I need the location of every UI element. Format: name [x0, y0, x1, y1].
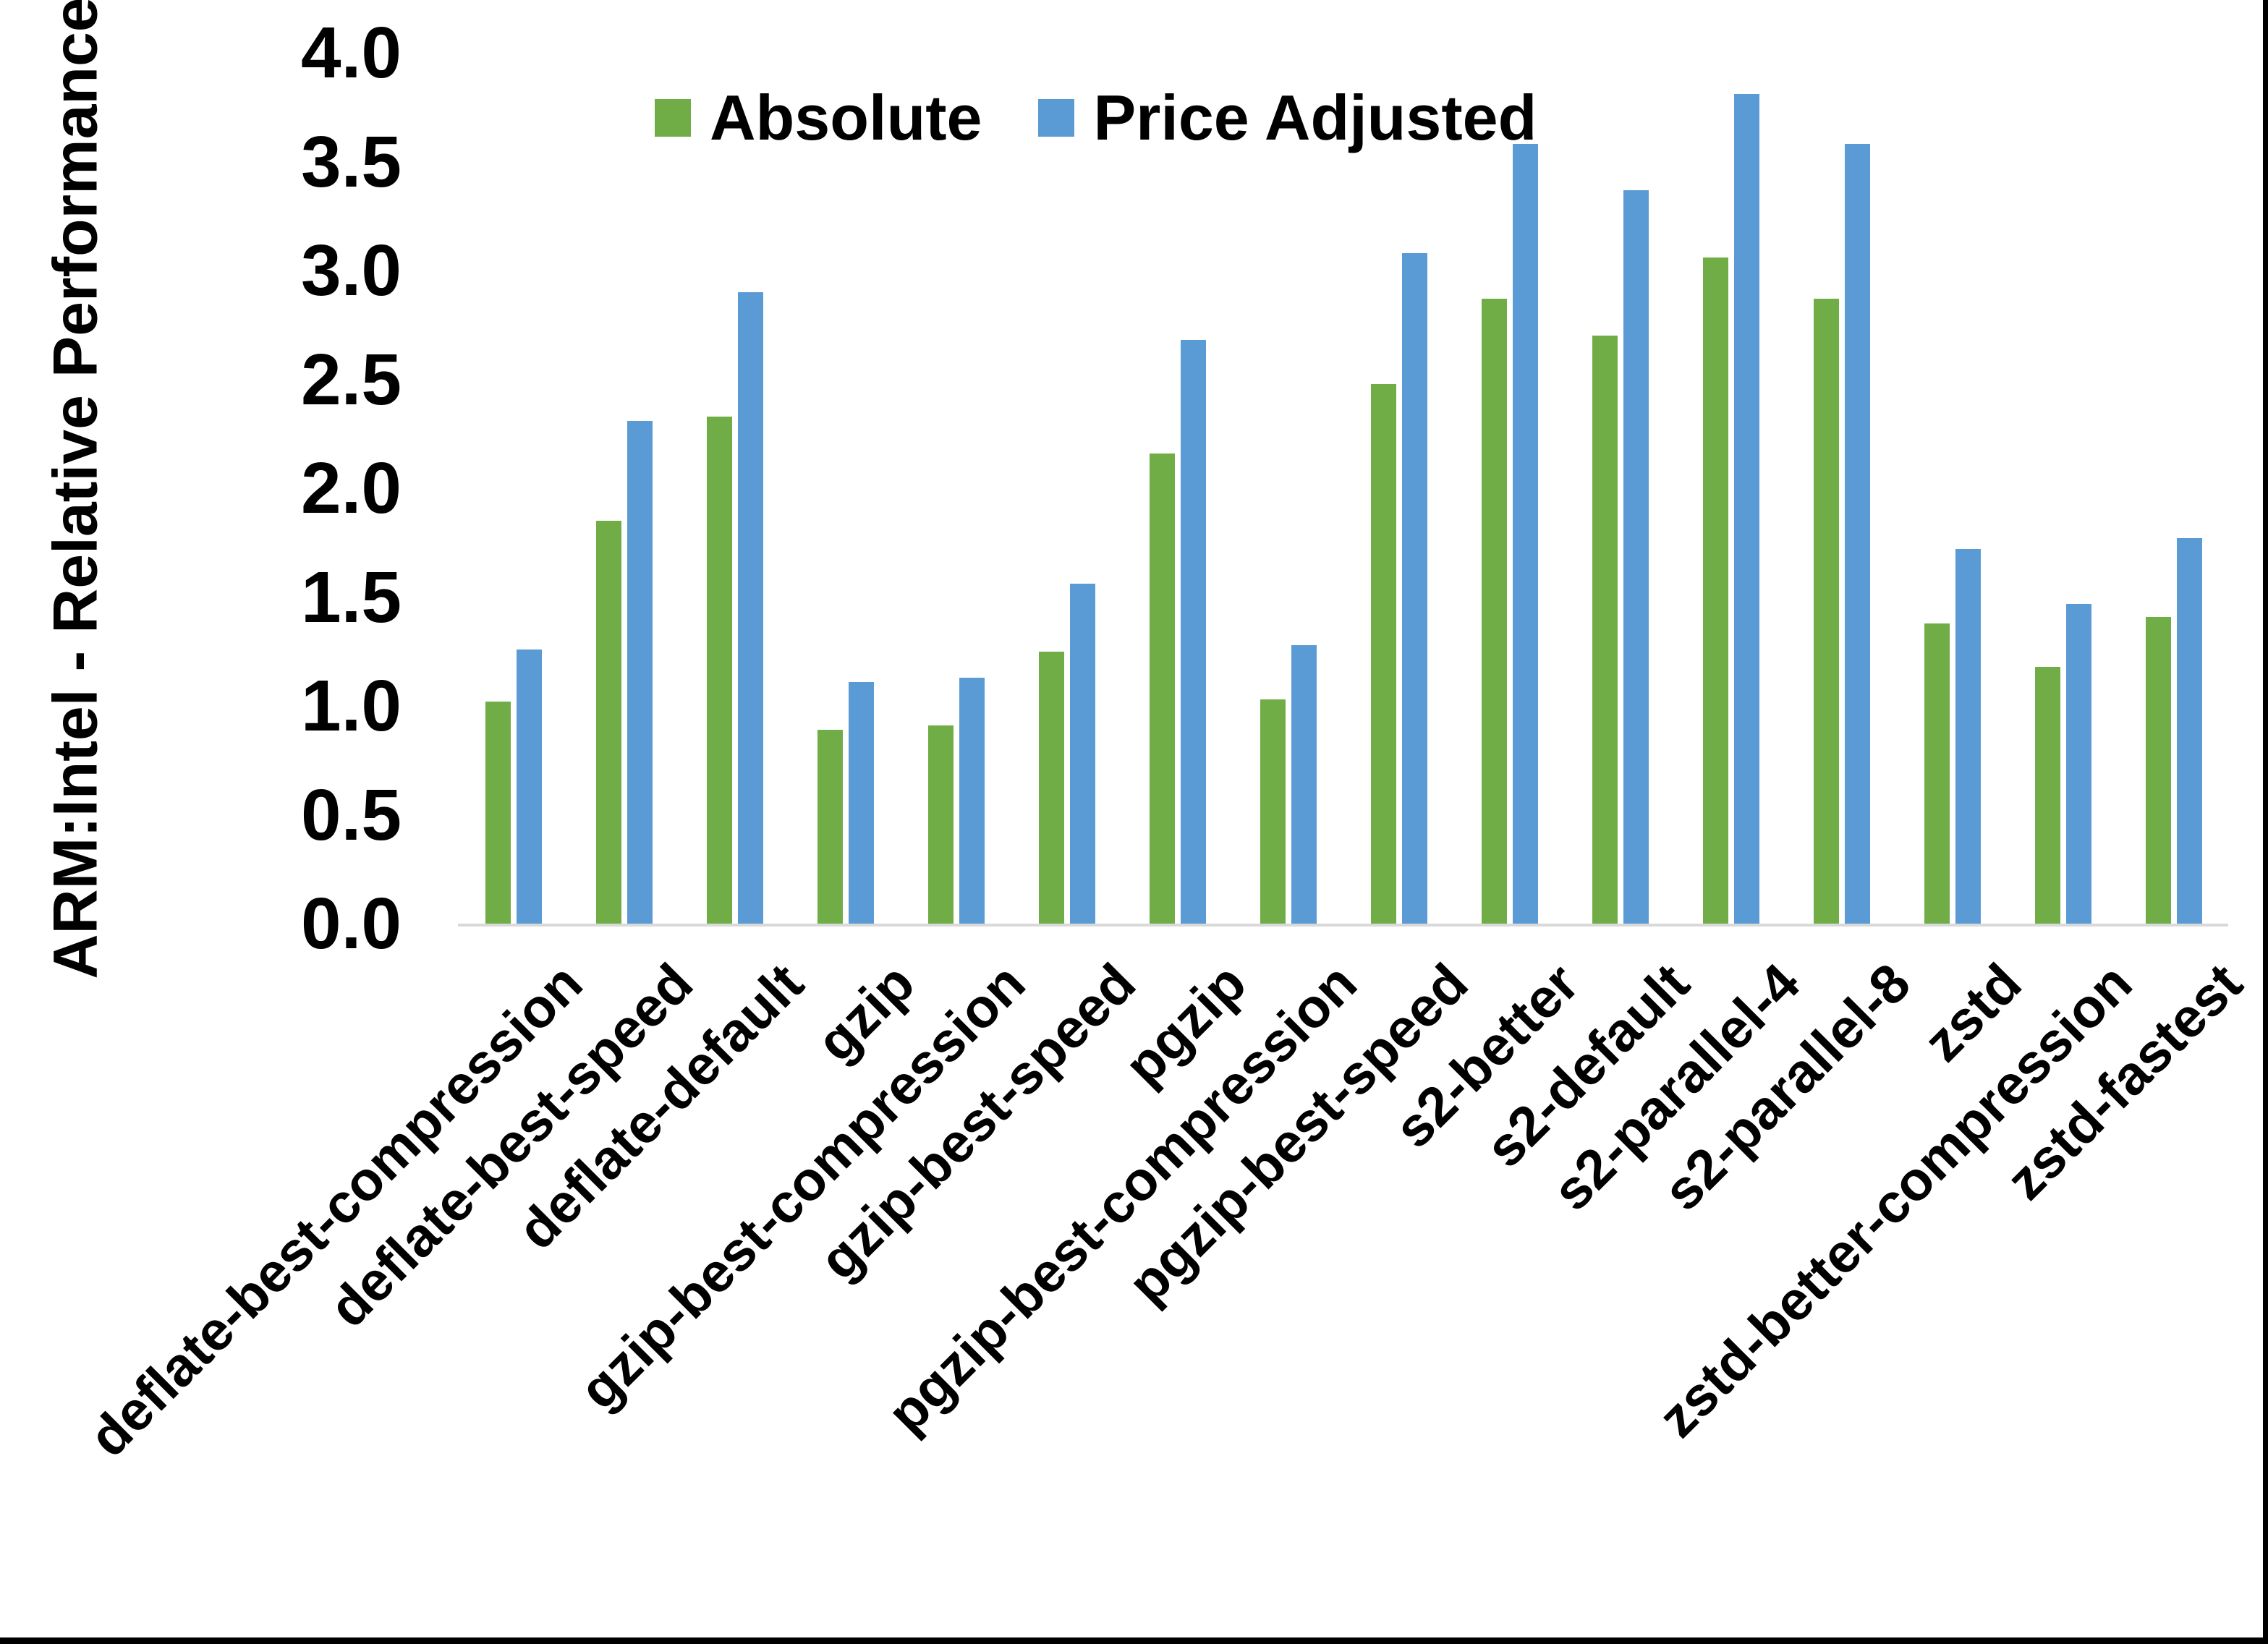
y-tick-label: 2.0: [300, 448, 402, 529]
bar-absolute-deflate-best-compression: [485, 702, 511, 924]
bar-absolute-s2-parallel-8: [1813, 299, 1839, 924]
legend-item-price-adjusted: Price Adjusted: [1038, 81, 1537, 155]
bar-price-adjusted-pgzip-best-speed: [1401, 253, 1427, 924]
x-axis-line: [458, 924, 2228, 927]
bar-price-adjusted-s2-default: [1623, 190, 1649, 924]
y-tick-label: 3.5: [300, 121, 402, 203]
bar-absolute-zstd: [1924, 623, 1950, 924]
page-border-right: [2263, 0, 2268, 1644]
legend-swatch-icon: [655, 98, 691, 137]
bar-absolute-s2-better: [1481, 299, 1507, 924]
y-tick-label: 1.0: [300, 665, 402, 746]
bar-absolute-pgzip: [1149, 453, 1175, 924]
bar-price-adjusted-pgzip: [1180, 340, 1206, 924]
bar-price-adjusted-deflate-best-speed: [627, 421, 653, 924]
legend-label: Price Adjusted: [1093, 81, 1537, 153]
bar-price-adjusted-gzip: [848, 682, 874, 924]
bar-price-adjusted-zstd-better-compression: [2065, 604, 2091, 924]
legend-label: Absolute: [710, 81, 982, 153]
bar-price-adjusted-s2-parallel-8: [1844, 144, 1870, 924]
bar-price-adjusted-deflate-best-compression: [516, 649, 542, 924]
y-tick-label: 4.0: [300, 12, 402, 93]
bar-absolute-deflate-default: [706, 417, 732, 924]
bar-absolute-zstd-better-compression: [2034, 667, 2060, 924]
bar-price-adjusted-zstd: [1955, 549, 1981, 924]
y-tick-label: 1.5: [300, 556, 402, 638]
bar-price-adjusted-deflate-default: [737, 292, 763, 924]
chart-legend: Absolute Price Adjusted: [655, 72, 1537, 163]
bar-price-adjusted-pgzip-best-compression: [1291, 645, 1317, 924]
bar-price-adjusted-s2-better: [1512, 144, 1538, 924]
bar-absolute-s2-parallel-4: [1702, 257, 1728, 924]
legend-swatch-icon: [1038, 98, 1075, 137]
bar-absolute-s2-default: [1592, 336, 1618, 924]
bar-absolute-pgzip-best-speed: [1370, 384, 1396, 924]
y-tick-label: 0.0: [300, 883, 402, 964]
bar-absolute-pgzip-best-compression: [1260, 699, 1286, 924]
y-axis-title: ARM:Intel - Relative Performance: [41, 0, 111, 979]
y-tick-label: 2.5: [300, 338, 402, 420]
bar-absolute-gzip: [817, 730, 843, 924]
bar-price-adjusted-zstd-fastest: [2176, 538, 2202, 924]
y-tick-label: 3.0: [300, 230, 402, 311]
bar-price-adjusted-s2-parallel-4: [1733, 94, 1759, 924]
bar-absolute-gzip-best-compression: [927, 725, 954, 924]
bar-absolute-deflate-best-speed: [595, 521, 621, 924]
bar-absolute-gzip-best-speed: [1038, 652, 1064, 924]
bar-absolute-zstd-fastest: [2145, 617, 2171, 924]
legend-item-absolute: Absolute: [655, 81, 982, 155]
page-border-bottom: [0, 1637, 2268, 1644]
y-tick-label: 0.5: [300, 774, 402, 856]
bar-price-adjusted-gzip-best-compression: [959, 678, 985, 924]
bar-price-adjusted-gzip-best-speed: [1069, 584, 1095, 924]
